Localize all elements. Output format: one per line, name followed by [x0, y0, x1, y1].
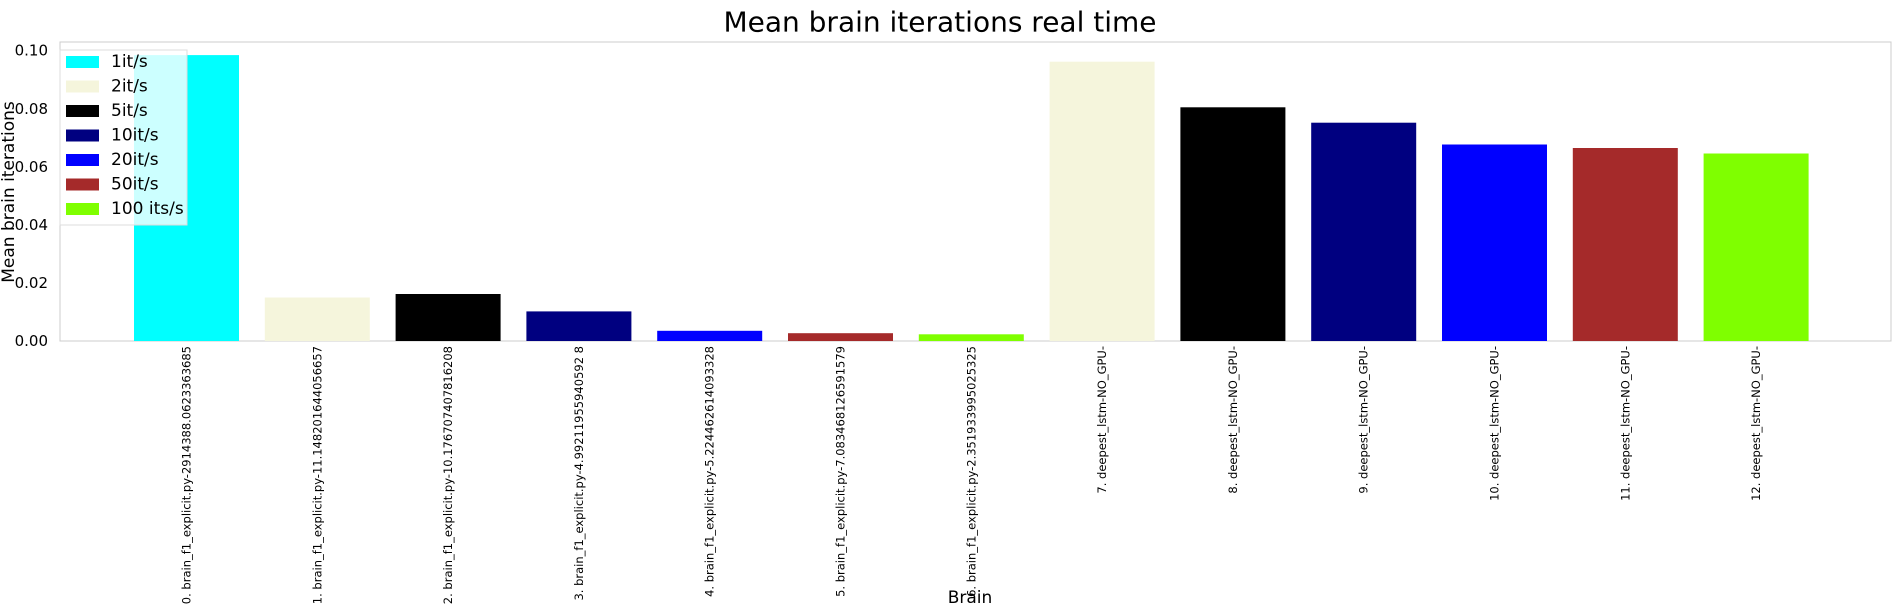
x-tick-label: 7. deepest_lstm-NO_GPU-	[1095, 346, 1109, 494]
x-tick-label: 6. brain_f1_explicit.py-2.35193399502532…	[964, 346, 978, 597]
x-tick-label: 4. brain_f1_explicit.py-5.22446261409332…	[703, 346, 717, 597]
x-tick-label: 3. brain_f1_explicit.py-4.99211955940592…	[572, 346, 586, 601]
y-tick-label: 0.02	[15, 274, 48, 292]
legend-swatch	[66, 56, 99, 68]
bar-4	[657, 330, 763, 341]
legend-label: 2it/s	[111, 77, 148, 97]
bar-9	[1311, 122, 1417, 341]
y-axis-label: Mean brain iterations	[0, 101, 19, 283]
bar-1	[264, 297, 370, 341]
bar-5	[788, 333, 893, 341]
y-tick-label: 0.06	[15, 158, 48, 176]
bar-12	[1703, 153, 1809, 341]
bar-10	[1442, 144, 1547, 341]
legend-label: 20it/s	[111, 150, 159, 170]
bar-6	[918, 334, 1024, 341]
x-tick-label: 12. deepest_lstm-NO_GPU-	[1749, 346, 1763, 501]
x-tick-label: 11. deepest_lstm-NO_GPU-	[1618, 346, 1632, 501]
legend-label: 50it/s	[111, 175, 159, 195]
x-tick-label: 10. deepest_lstm-NO_GPU-	[1488, 346, 1502, 501]
bar-2	[395, 294, 501, 341]
x-tick-label: 8. deepest_lstm-NO_GPU-	[1226, 346, 1240, 494]
y-tick-label: 0.08	[15, 100, 48, 118]
legend-swatch	[66, 178, 99, 191]
bar-3	[526, 311, 632, 341]
legend-swatch	[66, 203, 99, 215]
legend-swatch	[66, 129, 99, 142]
y-tick-label: 0.10	[15, 42, 48, 60]
legend: 1it/s 2it/s 5it/s 10it/s 20it/s 50it/s 100 its…	[59, 49, 188, 226]
legend-label: 10it/s	[111, 126, 159, 146]
y-axis: 0.00 0.02 0.04 0.06 0.08 0.10	[15, 42, 48, 350]
y-tick-label: 0.00	[15, 332, 48, 350]
legend-swatch	[66, 80, 99, 93]
x-tick-label: 5. brain_f1_explicit.py-7.08346812659157…	[834, 346, 848, 597]
legend-swatch	[66, 154, 99, 166]
x-tick-label: 1. brain_f1_explicit.py-11.1482016440566…	[310, 346, 324, 604]
x-tick-label: 2. brain_f1_explicit.py-10.1767074078162…	[441, 346, 455, 604]
x-tick-label: 0. brain_f1_explicit.py-2914388.06233636…	[180, 346, 194, 604]
bar-7	[1049, 61, 1155, 341]
y-tick-label: 0.04	[15, 216, 48, 234]
bar-11	[1572, 148, 1678, 341]
chart-title: Mean brain iterations real time	[723, 6, 1156, 39]
x-axis: 0. brain_f1_explicit.py-2914388.06233636…	[180, 346, 1764, 604]
legend-label: 5it/s	[111, 101, 148, 121]
legend-swatch	[66, 105, 99, 117]
legend-label: 1it/s	[111, 52, 148, 72]
legend-label: 100 its/s	[111, 199, 184, 219]
bar-8	[1180, 107, 1286, 341]
x-tick-label: 9. deepest_lstm-NO_GPU-	[1357, 346, 1371, 494]
legend-items: 1it/s 2it/s 5it/s 10it/s 20it/s 50it/s 100 its…	[66, 52, 184, 219]
x-axis-label: Brain	[948, 588, 993, 608]
bars-layer	[134, 55, 1809, 341]
